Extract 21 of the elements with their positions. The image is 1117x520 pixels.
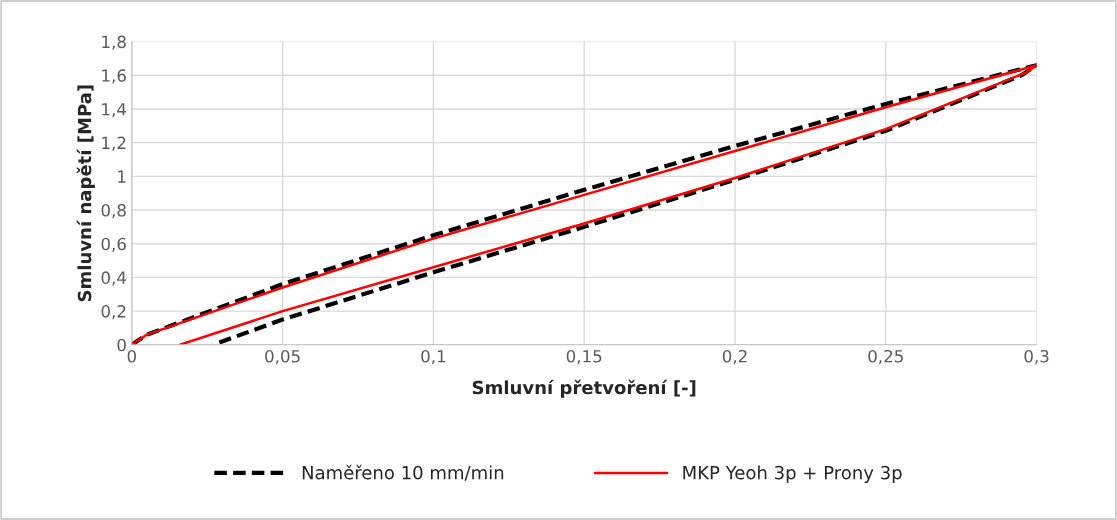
y-axis-title: Smluvní napětí [MPa] bbox=[76, 85, 95, 302]
y-tick-label: 1 bbox=[118, 170, 126, 183]
y-tick-label: 1,6 bbox=[102, 69, 126, 84]
x-tick-label: 0,25 bbox=[868, 349, 903, 365]
x-tick-label: 0,3 bbox=[1024, 349, 1049, 365]
x-tick-label: 0 bbox=[127, 349, 136, 363]
y-tick-label: 0,4 bbox=[101, 271, 127, 286]
x-tick-label: 0,15 bbox=[566, 349, 602, 365]
x-tick-label: 0,1 bbox=[421, 349, 446, 365]
x-tick-label: 0,05 bbox=[265, 349, 300, 365]
y-tick-label: 0,2 bbox=[101, 305, 126, 320]
x-axis-title: Smluvní přetvoření [-] bbox=[472, 379, 696, 398]
y-tick-label: 1,2 bbox=[102, 136, 126, 151]
legend-label: Naměřeno 10 mm/min bbox=[302, 464, 504, 481]
x-tick-label: 0,2 bbox=[722, 349, 747, 365]
legend-label: MKP Yeoh 3p + Prony 3p bbox=[683, 465, 902, 483]
y-tick-label: 1,4 bbox=[102, 103, 127, 118]
y-tick-label: 0,6 bbox=[101, 237, 126, 252]
y-tick-label: 0 bbox=[117, 338, 126, 352]
y-tick-label: 1,8 bbox=[102, 35, 126, 50]
y-tick-label: 0,8 bbox=[101, 203, 126, 219]
